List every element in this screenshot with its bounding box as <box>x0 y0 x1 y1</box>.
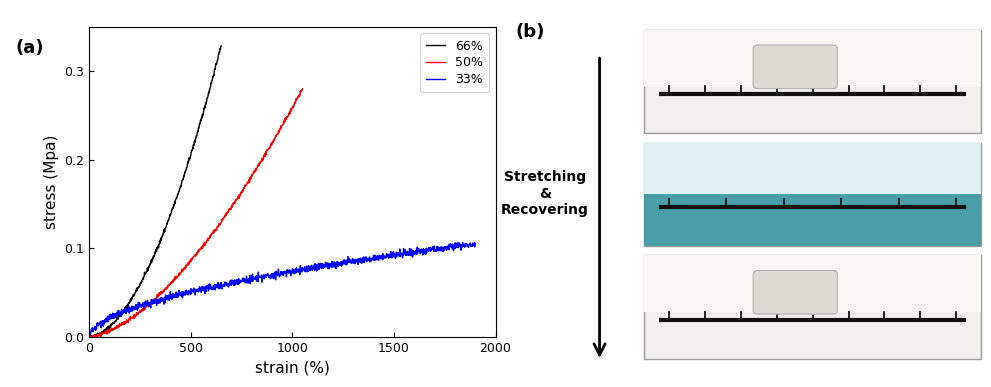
33% <box>303 266 315 271</box>
Legend: 66%, 50%, 33%: 66%, 50%, 33% <box>420 33 490 92</box>
FancyBboxPatch shape <box>753 271 837 314</box>
50% <box>83 334 95 338</box>
33% <box>457 240 469 245</box>
Text: (b): (b) <box>515 22 545 41</box>
Text: Stretching
&
Recovering: Stretching & Recovering <box>501 170 589 217</box>
Bar <box>644 255 981 359</box>
66% <box>83 334 95 339</box>
50% <box>213 221 225 226</box>
50% <box>96 331 108 336</box>
50% <box>84 334 96 339</box>
33% <box>83 334 95 339</box>
66% <box>215 44 227 48</box>
33% <box>129 305 141 310</box>
X-axis label: strain (%): strain (%) <box>255 360 330 375</box>
Bar <box>644 194 981 246</box>
66% <box>147 258 159 263</box>
66% <box>191 129 203 134</box>
33% <box>262 273 274 277</box>
Bar <box>644 142 981 194</box>
Line: 50%: 50% <box>89 89 302 337</box>
33% <box>470 241 482 246</box>
Bar <box>644 30 981 87</box>
Bar <box>644 255 981 312</box>
Y-axis label: stress (Mpa): stress (Mpa) <box>44 135 58 229</box>
FancyBboxPatch shape <box>753 45 837 89</box>
Bar <box>644 30 981 134</box>
33% <box>247 276 259 281</box>
66% <box>212 53 224 57</box>
33% <box>113 312 125 316</box>
50% <box>296 86 308 91</box>
50% <box>219 212 231 217</box>
66% <box>83 334 95 339</box>
66% <box>155 238 166 243</box>
66% <box>147 256 159 260</box>
Bar <box>644 142 981 246</box>
Text: (a): (a) <box>16 39 44 57</box>
50% <box>268 140 279 144</box>
Line: 66%: 66% <box>89 46 221 337</box>
33% <box>255 275 267 280</box>
Line: 33%: 33% <box>89 242 476 337</box>
50% <box>246 176 258 180</box>
66% <box>163 218 174 223</box>
50% <box>207 229 219 234</box>
